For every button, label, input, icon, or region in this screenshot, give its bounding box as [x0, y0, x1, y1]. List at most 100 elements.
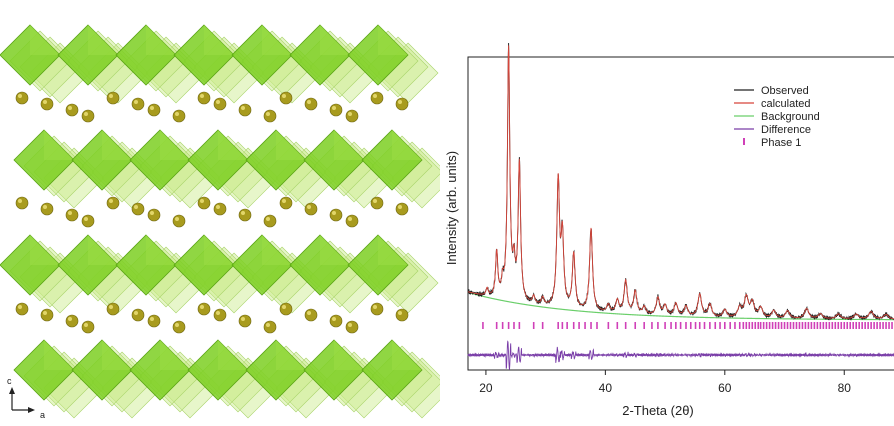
atom-highlight	[332, 317, 336, 321]
atom	[197, 302, 211, 316]
atom-highlight	[307, 311, 311, 315]
atom-highlight	[373, 199, 377, 203]
atom	[81, 109, 95, 123]
y-axis-title: Intensity (arb. units)	[444, 151, 459, 265]
atom-highlight	[348, 217, 352, 221]
legend-label: Background	[761, 111, 820, 123]
atom-highlight	[373, 305, 377, 309]
atom	[304, 202, 318, 216]
legend: ObservedcalculatedBackgroundDifferencePh…	[734, 85, 820, 149]
atom-highlight	[282, 305, 286, 309]
atom-highlight	[84, 112, 88, 116]
legend-label: Phase 1	[761, 137, 801, 149]
c-axis-arrowhead	[9, 387, 15, 394]
atom	[238, 314, 252, 328]
atom-highlight	[241, 106, 245, 110]
atom-highlight	[216, 311, 220, 315]
atom	[40, 97, 54, 111]
atom-highlight	[266, 217, 270, 221]
atom	[131, 202, 145, 216]
atom-highlight	[398, 100, 402, 104]
atom	[345, 320, 359, 334]
octahedron	[115, 234, 207, 314]
atom	[304, 308, 318, 322]
atom	[395, 308, 409, 322]
atom	[131, 97, 145, 111]
c-axis-label: c	[7, 376, 12, 386]
legend-label: Difference	[761, 124, 811, 136]
atom-highlight	[241, 211, 245, 215]
atom-highlight	[200, 305, 204, 309]
atom	[329, 314, 343, 328]
atom	[238, 208, 252, 222]
plot-frame	[467, 56, 894, 371]
observed-series	[467, 42, 894, 321]
atom-highlight	[348, 323, 352, 327]
atom	[172, 109, 186, 123]
atom-highlight	[332, 106, 336, 110]
background-series	[467, 291, 894, 321]
atom-highlight	[175, 112, 179, 116]
atom-highlight	[216, 205, 220, 209]
atom-highlight	[109, 94, 113, 98]
legend-label: calculated	[761, 98, 811, 110]
atom	[263, 214, 277, 228]
atom	[172, 214, 186, 228]
atom	[345, 214, 359, 228]
x-tick-label: 80	[838, 381, 852, 395]
atom	[304, 97, 318, 111]
atom-highlight	[200, 94, 204, 98]
atom-highlight	[84, 217, 88, 221]
atom	[370, 91, 384, 105]
atom-highlight	[282, 94, 286, 98]
atom	[81, 214, 95, 228]
atom-highlight	[216, 100, 220, 104]
atom-highlight	[134, 205, 138, 209]
octahedron	[289, 24, 381, 104]
atom	[147, 314, 161, 328]
atom-highlight	[18, 94, 22, 98]
octahedron	[347, 234, 439, 314]
atom-highlight	[109, 305, 113, 309]
atom	[15, 196, 29, 210]
atom	[197, 91, 211, 105]
atom	[40, 308, 54, 322]
atom	[15, 302, 29, 316]
atom-highlight	[43, 205, 47, 209]
atom	[263, 320, 277, 334]
atom	[65, 103, 79, 117]
atom-highlight	[332, 211, 336, 215]
atom	[172, 320, 186, 334]
axis-indicator: c a	[7, 376, 45, 420]
atom-highlight	[150, 317, 154, 321]
octahedra-layer	[0, 24, 440, 419]
legend-label: Observed	[761, 85, 809, 97]
atom	[395, 97, 409, 111]
atom	[279, 196, 293, 210]
atom	[106, 196, 120, 210]
atom	[238, 103, 252, 117]
atom-highlight	[266, 112, 270, 116]
octahedron	[0, 24, 91, 104]
calculated-series	[467, 45, 894, 320]
atom	[263, 109, 277, 123]
atom-highlight	[150, 211, 154, 215]
atom	[197, 196, 211, 210]
difference-series	[467, 340, 894, 370]
atom-highlight	[200, 199, 204, 203]
x-axis-ticks: 20 40 60 80	[479, 370, 851, 395]
atom-highlight	[373, 94, 377, 98]
atom-highlight	[18, 305, 22, 309]
phase-tick-marks	[482, 322, 893, 329]
octahedron	[71, 129, 163, 209]
atom	[81, 320, 95, 334]
atom	[370, 196, 384, 210]
atom	[106, 302, 120, 316]
atom	[213, 202, 227, 216]
atom	[65, 314, 79, 328]
atom	[65, 208, 79, 222]
atom-highlight	[307, 100, 311, 104]
atom	[106, 91, 120, 105]
atom-highlight	[241, 317, 245, 321]
atom-highlight	[134, 311, 138, 315]
